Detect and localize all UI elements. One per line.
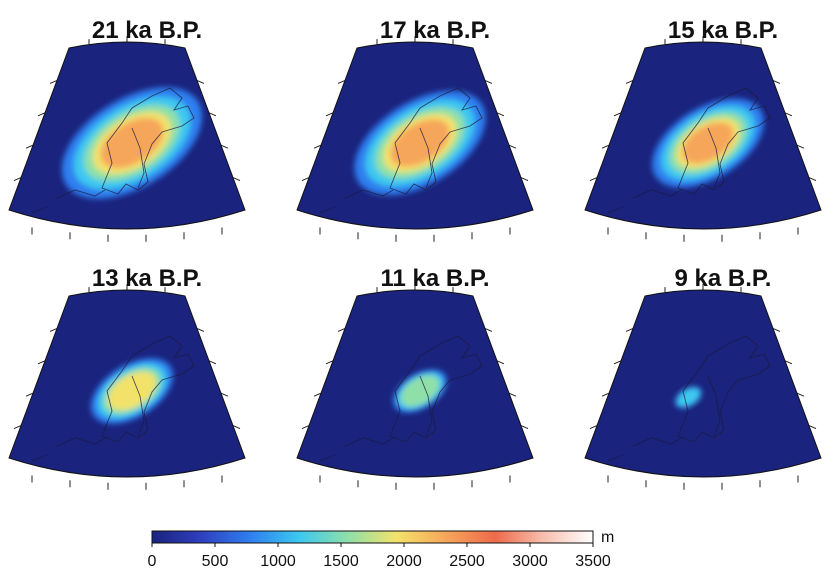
map-panel: 11 ka B.P. [296, 265, 534, 490]
map-panel: 17 ka B.P. [296, 17, 534, 242]
ice-sheet-1 [354, 90, 486, 196]
coastline-1 [319, 87, 483, 214]
colorbar-tick-label: 2500 [449, 553, 485, 570]
map-graticule-ticks [301, 36, 529, 242]
colorbar-group: 0 500 1000 1500 2000 2500 3000 3500 m [148, 529, 615, 570]
colorbar-tick-label: 3000 [512, 553, 548, 570]
colorbar-unit-label: m [601, 529, 614, 546]
panel-title: 21 ka B.P. [92, 17, 202, 44]
map-frame [8, 41, 246, 230]
panel-title: 15 ka B.P. [668, 17, 778, 44]
colorbar-tick-label: 1500 [323, 553, 359, 570]
colorbar-tick-label: 500 [202, 553, 229, 570]
coastline-4 [319, 335, 483, 462]
map-panel: 21 ka B.P. [8, 17, 246, 242]
map-panel: 9 ka B.P. [584, 265, 822, 490]
panel-title: 9 ka B.P. [675, 265, 772, 292]
colorbar-tick-label: 3500 [575, 553, 611, 570]
coastline-3 [31, 335, 195, 462]
map-frame [8, 289, 246, 478]
map-frame [296, 289, 534, 478]
ice-sheet-0 [61, 87, 203, 199]
coastline-2 [607, 87, 771, 214]
map-panel: 15 ka B.P. [584, 17, 822, 242]
map-graticule-ticks [13, 284, 241, 490]
panel-title: 17 ka B.P. [380, 17, 490, 44]
panel-title: 13 ka B.P. [92, 265, 202, 292]
map-graticule-ticks [13, 36, 241, 242]
map-panel: 13 ka B.P. [8, 265, 246, 490]
map-ocean-background [585, 290, 821, 477]
map-graticule-ticks [301, 284, 529, 490]
map-graticule-ticks [589, 284, 817, 490]
ice-sheet-2 [652, 98, 764, 188]
colorbar-tick-label: 2000 [386, 553, 422, 570]
colorbar-gradient [151, 530, 594, 544]
coastline-0 [31, 87, 195, 214]
map-frame [584, 289, 822, 478]
panel-title: 11 ka B.P. [381, 265, 490, 292]
map-graticule-ticks [589, 36, 817, 242]
ice-sheet-4 [393, 369, 447, 413]
map-frame [584, 41, 822, 230]
colorbar-tick-label: 1000 [260, 553, 296, 570]
colorbar-tick-label: 0 [148, 553, 157, 570]
ice-sheet-5 [675, 386, 702, 409]
map-frame [296, 41, 534, 230]
coastline-5 [607, 335, 771, 462]
